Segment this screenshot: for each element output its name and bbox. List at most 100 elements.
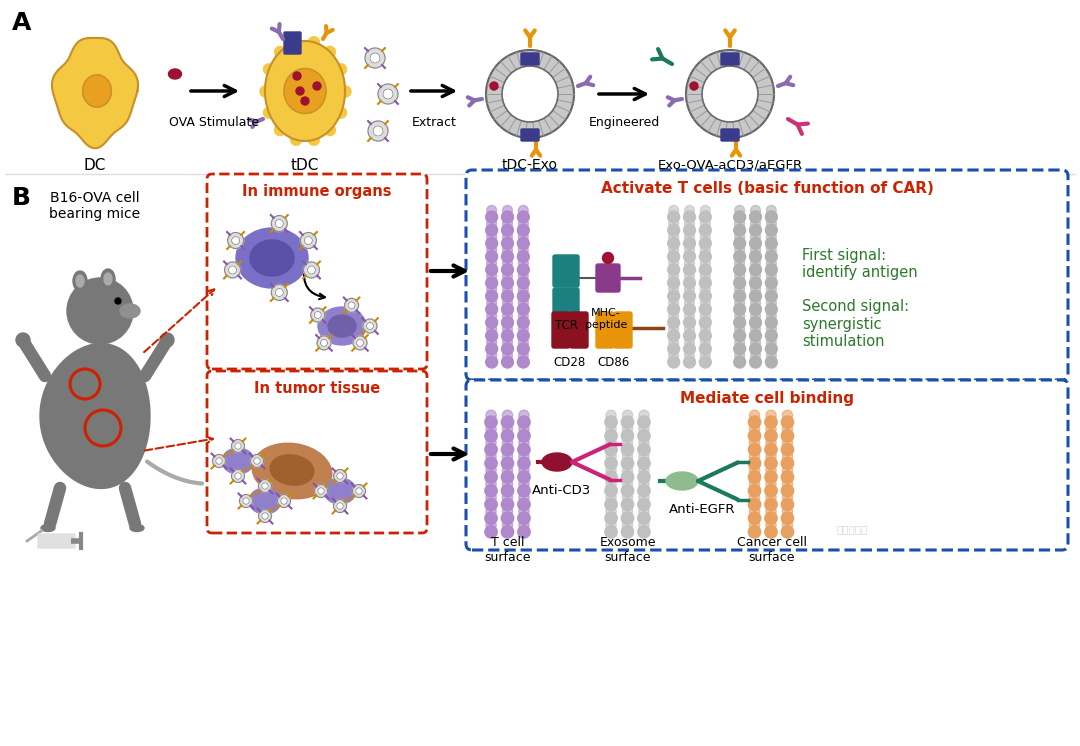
Circle shape <box>701 232 711 242</box>
FancyBboxPatch shape <box>465 380 1068 550</box>
Circle shape <box>734 351 744 360</box>
Circle shape <box>750 438 759 448</box>
Circle shape <box>733 330 745 342</box>
Text: tDC-Exo: tDC-Exo <box>502 158 558 172</box>
Circle shape <box>501 316 513 328</box>
Circle shape <box>685 284 694 295</box>
Circle shape <box>486 330 498 342</box>
Circle shape <box>518 479 529 489</box>
Circle shape <box>606 465 617 475</box>
Circle shape <box>751 232 760 242</box>
Circle shape <box>733 343 745 355</box>
Circle shape <box>701 245 711 255</box>
Circle shape <box>766 479 777 489</box>
Circle shape <box>486 356 498 368</box>
Circle shape <box>606 410 617 421</box>
Circle shape <box>296 87 303 95</box>
Text: Exo-OVA-aCD3/aEGFR: Exo-OVA-aCD3/aEGFR <box>658 158 802 171</box>
Circle shape <box>669 298 678 307</box>
Circle shape <box>638 457 650 469</box>
Circle shape <box>684 237 696 249</box>
Circle shape <box>765 498 778 510</box>
Circle shape <box>501 457 514 469</box>
Circle shape <box>334 500 347 513</box>
Circle shape <box>766 520 777 530</box>
Circle shape <box>622 465 633 475</box>
Ellipse shape <box>318 307 366 345</box>
Text: Anti-EGFR: Anti-EGFR <box>669 503 735 516</box>
Text: In immune organs: In immune organs <box>242 184 392 199</box>
Circle shape <box>734 298 744 307</box>
Circle shape <box>486 251 498 263</box>
Circle shape <box>750 506 759 516</box>
FancyBboxPatch shape <box>596 264 620 292</box>
Circle shape <box>485 430 497 442</box>
Circle shape <box>502 424 513 434</box>
Polygon shape <box>52 38 138 148</box>
Circle shape <box>231 439 244 453</box>
Circle shape <box>318 336 330 350</box>
Circle shape <box>622 479 633 489</box>
Circle shape <box>501 330 513 342</box>
Circle shape <box>517 316 529 328</box>
Circle shape <box>765 416 778 428</box>
Circle shape <box>486 506 496 516</box>
FancyBboxPatch shape <box>553 255 579 287</box>
Circle shape <box>518 337 528 347</box>
Circle shape <box>487 245 497 255</box>
Circle shape <box>750 225 761 236</box>
Circle shape <box>251 454 264 468</box>
Circle shape <box>258 480 271 492</box>
Circle shape <box>766 211 778 223</box>
Circle shape <box>502 520 513 530</box>
Circle shape <box>748 526 760 538</box>
Circle shape <box>622 520 633 530</box>
Circle shape <box>751 337 760 347</box>
Circle shape <box>700 277 712 289</box>
FancyBboxPatch shape <box>465 170 1068 380</box>
Circle shape <box>501 471 514 483</box>
Circle shape <box>501 343 513 355</box>
Circle shape <box>750 304 761 316</box>
Circle shape <box>348 302 355 309</box>
Circle shape <box>750 356 761 368</box>
Circle shape <box>485 443 497 456</box>
Ellipse shape <box>284 69 326 113</box>
Circle shape <box>765 485 778 497</box>
Circle shape <box>734 258 744 268</box>
Circle shape <box>638 492 649 503</box>
Circle shape <box>518 506 529 516</box>
Circle shape <box>700 316 712 328</box>
Circle shape <box>271 284 287 301</box>
Circle shape <box>766 438 777 448</box>
Circle shape <box>766 492 777 503</box>
Circle shape <box>605 526 617 538</box>
Circle shape <box>605 471 617 483</box>
Circle shape <box>767 324 777 334</box>
Circle shape <box>486 50 573 138</box>
Circle shape <box>750 251 761 263</box>
Circle shape <box>766 451 777 462</box>
FancyBboxPatch shape <box>38 534 75 548</box>
Circle shape <box>517 512 530 524</box>
Circle shape <box>486 225 498 236</box>
Circle shape <box>486 211 498 223</box>
Circle shape <box>781 471 794 483</box>
Circle shape <box>751 272 760 281</box>
Circle shape <box>502 451 513 462</box>
Circle shape <box>368 121 388 141</box>
Circle shape <box>700 211 712 223</box>
Circle shape <box>622 438 633 448</box>
Circle shape <box>750 211 761 223</box>
Circle shape <box>781 457 794 469</box>
Circle shape <box>733 290 745 302</box>
Circle shape <box>487 205 497 216</box>
Circle shape <box>621 457 634 469</box>
Circle shape <box>517 416 530 428</box>
Circle shape <box>751 219 760 228</box>
Circle shape <box>766 237 778 249</box>
Circle shape <box>782 424 793 434</box>
Circle shape <box>231 236 240 245</box>
Circle shape <box>278 495 291 507</box>
Circle shape <box>518 258 528 268</box>
